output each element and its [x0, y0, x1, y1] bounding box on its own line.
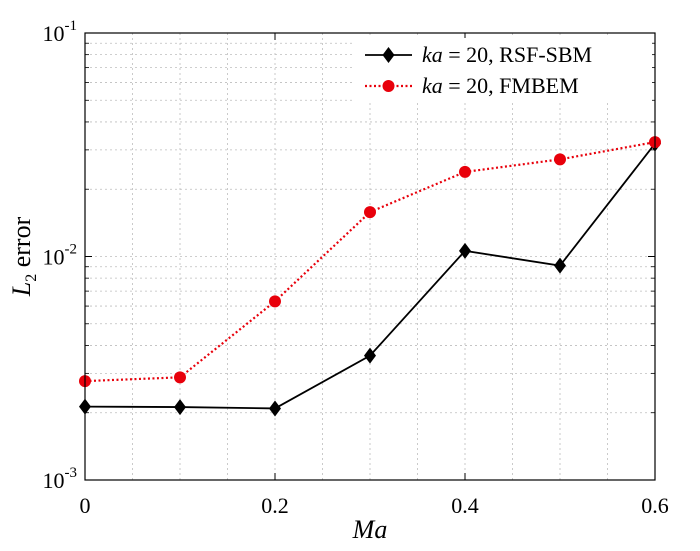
data-point-diamond: [554, 257, 566, 274]
legend-box: [352, 38, 652, 102]
y-tick-label: 10-1: [43, 18, 78, 46]
data-point-circle: [269, 295, 281, 308]
data-point-circle: [554, 153, 566, 166]
legend: ka = 20, RSF-SBM ka = 20, FMBEM: [352, 38, 652, 102]
x-tick-label: 0: [80, 493, 91, 518]
x-tick-label: 0.6: [641, 493, 669, 518]
data-point-diamond: [364, 347, 376, 364]
data-point-circle: [382, 80, 395, 92]
data-point-diamond: [382, 47, 395, 63]
data-point-circle: [459, 165, 471, 178]
y-tick-label: 10-3: [43, 465, 78, 493]
legend-label-0: ka = 20, RSF-SBM: [422, 42, 592, 67]
series-layer: [79, 135, 661, 417]
legend-label-1: ka = 20, FMBEM: [422, 73, 579, 98]
x-axis-label: Ma: [352, 515, 388, 544]
data-point-circle: [364, 206, 376, 219]
data-point-circle: [174, 371, 186, 384]
data-point-diamond: [269, 400, 281, 417]
data-point-diamond: [459, 242, 471, 259]
x-tick-label: 0.4: [451, 493, 479, 518]
x-tick-label: 0.2: [261, 493, 289, 518]
y-tick-label: 10-2: [43, 242, 78, 270]
data-point-diamond: [174, 399, 186, 416]
y-axis-label: L2 error: [7, 216, 40, 297]
ticks: 0 0.2 0.4 0.6 10-3 10-2 10-1: [43, 18, 669, 518]
